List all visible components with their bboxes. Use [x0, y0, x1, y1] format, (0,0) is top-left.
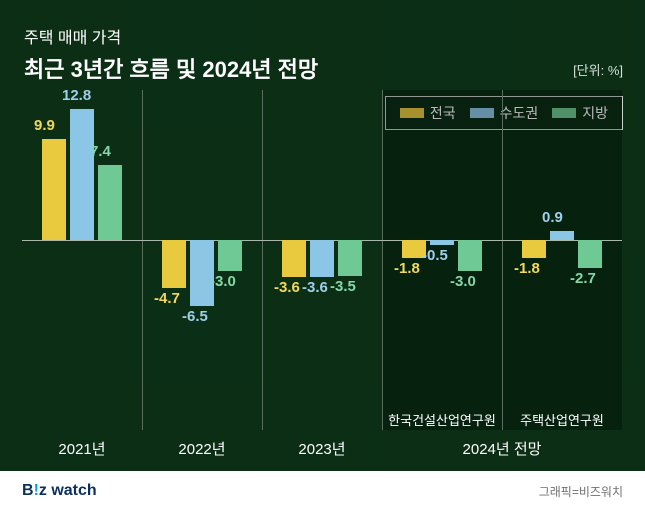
bar-2024a-local	[458, 240, 482, 271]
bar-label-2022-local: -3.0	[210, 273, 236, 290]
bar-label-2024a-national: -1.8	[394, 260, 420, 277]
x-label-2022: 2022년	[162, 438, 242, 459]
group-divider	[382, 90, 383, 430]
bar-2021-national	[42, 139, 66, 240]
bar-2024a-metro	[430, 240, 454, 245]
logo: B!z watch	[22, 482, 97, 500]
bar-2021-local	[98, 165, 122, 240]
bar-2022-local	[218, 240, 242, 271]
unit-label: [단위: %]	[573, 60, 623, 79]
bar-label-2024b-metro: 0.9	[542, 209, 563, 226]
group-divider	[502, 90, 503, 430]
bar-label-2024b-local: -2.7	[570, 270, 596, 287]
bar-2021-metro	[70, 109, 94, 240]
bar-label-2024a-local: -3.0	[450, 273, 476, 290]
logo-pre: B	[22, 482, 34, 499]
bar-label-2021-national: 9.9	[34, 117, 55, 134]
group-divider	[142, 90, 143, 430]
bar-label-2023-metro: -3.6	[302, 279, 328, 296]
title: 최근 3년간 흐름 및 2024년 전망	[24, 52, 318, 84]
bar-2023-national	[282, 240, 306, 277]
credit: 그래픽=비즈워치	[539, 483, 623, 500]
bar-2024b-metro	[550, 231, 574, 240]
bar-label-2023-local: -3.5	[330, 278, 356, 295]
bar-label-2021-local: 7.4	[90, 143, 111, 160]
bar-2022-national	[162, 240, 186, 288]
bar-label-2022-national: -4.7	[154, 290, 180, 307]
bar-2023-metro	[310, 240, 334, 277]
bar-2024b-national	[522, 240, 546, 258]
bar-2024b-local	[578, 240, 602, 268]
group-divider	[262, 90, 263, 430]
bar-label-2023-national: -3.6	[274, 279, 300, 296]
chart-container: 주택 매매 가격 최근 3년간 흐름 및 2024년 전망 [단위: %] 전국…	[0, 0, 645, 511]
forecast-title: 2024년 전망	[442, 438, 562, 459]
x-label-2021: 2021년	[42, 438, 122, 459]
logo-post: z watch	[39, 482, 97, 499]
bar-label-2022-metro: -6.5	[182, 308, 208, 325]
footer: B!z watch 그래픽=비즈워치	[0, 471, 645, 511]
chart-area: 9.912.87.42021년-4.7-6.5-3.02022년-3.6-3.6…	[22, 90, 622, 430]
subtitle: 주택 매매 가격	[24, 24, 318, 48]
bar-label-2021-metro: 12.8	[62, 87, 91, 104]
x-sublabel-2024b: 주택산업연구원	[504, 410, 620, 429]
bar-label-2024a-metro: -0.5	[422, 247, 448, 264]
x-label-2023: 2023년	[282, 438, 362, 459]
header: 주택 매매 가격 최근 3년간 흐름 및 2024년 전망	[24, 24, 318, 84]
x-sublabel-2024a: 한국건설산업연구원	[384, 410, 500, 429]
bar-label-2024b-national: -1.8	[514, 260, 540, 277]
bar-2023-local	[338, 240, 362, 276]
